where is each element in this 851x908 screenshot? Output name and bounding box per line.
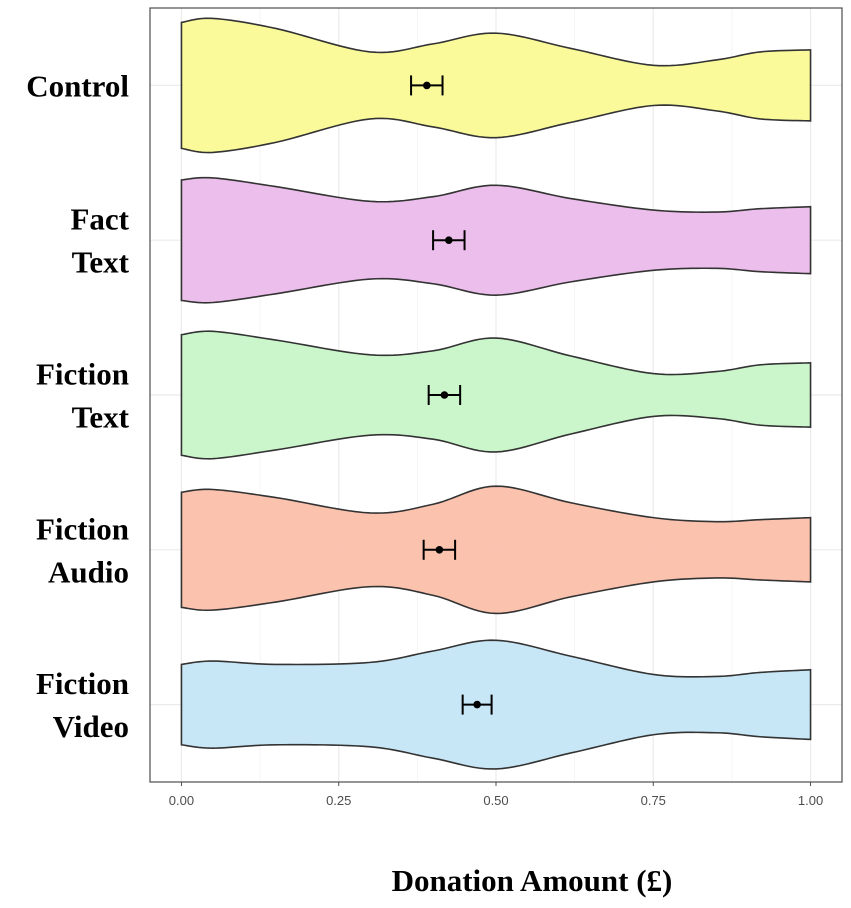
category-label-line: Control — [26, 68, 129, 103]
x-tick-layer: 0.00 0.25 0.50 0.75 1.00 — [169, 782, 823, 808]
x-tick-label: 0.75 — [641, 793, 666, 808]
mean-point — [473, 700, 481, 709]
errorbar-layer — [410, 75, 493, 715]
x-tick-label: 0.25 — [326, 793, 351, 808]
violin-shape — [180, 17, 812, 154]
violin-shape — [180, 639, 812, 770]
x-tick-label: 1.00 — [798, 793, 823, 808]
category-label-line: Text — [72, 400, 130, 435]
x-tick-label: 0.50 — [483, 793, 508, 808]
category-label-line: Audio — [48, 554, 129, 589]
category-label-line: Fact — [70, 202, 129, 237]
violin-shape — [180, 176, 812, 304]
mean-point — [445, 236, 453, 244]
category-label-line: Video — [53, 709, 129, 744]
category-label-line: Fiction — [36, 666, 129, 701]
mean-point — [423, 81, 431, 90]
mean-point — [440, 391, 449, 399]
category-label: Fiction Text — [36, 357, 130, 435]
category-label: Fiction Video — [36, 666, 129, 744]
category-label-line: Text — [72, 245, 130, 280]
category-label: Control — [26, 68, 129, 103]
violin-shape — [180, 330, 812, 460]
violin-shape — [180, 485, 812, 615]
plot-panel-border — [149, 7, 843, 783]
violin-layer — [180, 17, 812, 770]
category-label: Fiction Audio — [36, 511, 129, 589]
category-label: Fact Text — [70, 202, 129, 280]
x-axis-title: Donation Amount (£) — [392, 863, 673, 898]
category-label-line: Fiction — [36, 511, 129, 546]
category-label-line: Fiction — [36, 357, 129, 392]
mean-point — [435, 546, 444, 554]
x-tick-label: 0.00 — [169, 793, 194, 808]
